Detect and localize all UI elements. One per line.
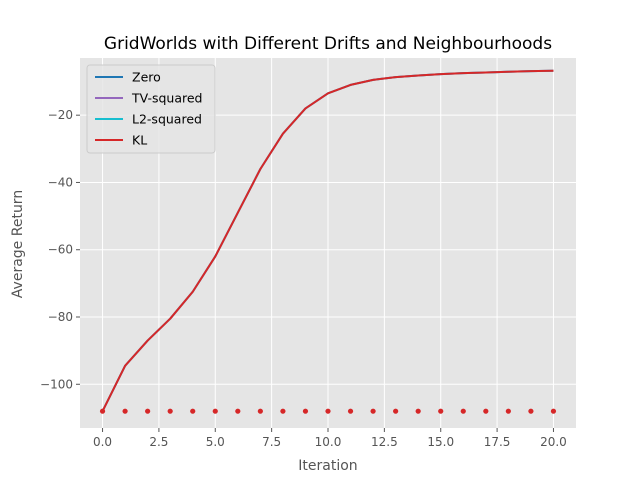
marker-point bbox=[370, 408, 376, 414]
y-axis: −100 −80 −60 −40 −20 bbox=[40, 108, 80, 391]
x-tick-label: 5.0 bbox=[206, 435, 225, 449]
x-tick-label: 12.5 bbox=[371, 435, 398, 449]
markers bbox=[99, 408, 557, 414]
marker-point bbox=[190, 408, 196, 414]
marker-point bbox=[483, 408, 489, 414]
x-tick-label: 17.5 bbox=[484, 435, 511, 449]
x-tick-label: 0.0 bbox=[93, 435, 112, 449]
series-line-kl bbox=[101, 69, 554, 412]
x-tick-label: 7.5 bbox=[262, 435, 281, 449]
x-tick-label: 2.5 bbox=[149, 435, 168, 449]
marker-point bbox=[122, 408, 128, 414]
marker-point bbox=[257, 408, 263, 414]
legend-label: Zero bbox=[132, 70, 161, 85]
marker-point bbox=[280, 408, 286, 414]
series-lines bbox=[101, 69, 554, 412]
x-axis: 0.0 2.5 5.0 7.5 10.0 12.5 15.0 17.5 20.0 bbox=[93, 428, 567, 449]
marker-point bbox=[167, 408, 173, 414]
marker-point bbox=[347, 408, 354, 414]
marker-point bbox=[302, 408, 309, 414]
marker-point bbox=[235, 408, 241, 414]
legend-label: KL bbox=[132, 133, 147, 148]
marker-point bbox=[460, 408, 466, 414]
y-tick-label: −40 bbox=[48, 175, 73, 189]
marker-point bbox=[438, 408, 444, 414]
marker-point bbox=[505, 408, 511, 414]
x-axis-label: Iteration bbox=[298, 458, 357, 474]
marker-point bbox=[393, 408, 399, 414]
y-axis-label: Average Return bbox=[10, 190, 26, 298]
marker-point bbox=[550, 408, 557, 414]
x-tick-label: 15.0 bbox=[427, 435, 454, 449]
marker-point bbox=[212, 408, 218, 414]
x-tick-label: 10.0 bbox=[315, 435, 342, 449]
legend-box bbox=[86, 64, 216, 154]
marker-point bbox=[415, 408, 421, 414]
marker-point bbox=[325, 408, 331, 414]
y-tick-label: −80 bbox=[48, 310, 73, 324]
legend-label: L2-squared bbox=[132, 112, 202, 127]
legend-label: TV-squared bbox=[131, 91, 202, 106]
legend: Zero TV-squared L2-squared KL bbox=[86, 64, 216, 154]
x-tick-label: 20.0 bbox=[540, 435, 567, 449]
marker-point bbox=[528, 408, 534, 414]
marker-point bbox=[145, 408, 151, 414]
marker-point bbox=[99, 408, 106, 414]
chart-title: GridWorlds with Different Drifts and Nei… bbox=[104, 34, 552, 54]
y-tick-label: −60 bbox=[48, 243, 73, 257]
y-tick-label: −20 bbox=[48, 108, 73, 122]
y-tick-label: −100 bbox=[40, 377, 73, 391]
